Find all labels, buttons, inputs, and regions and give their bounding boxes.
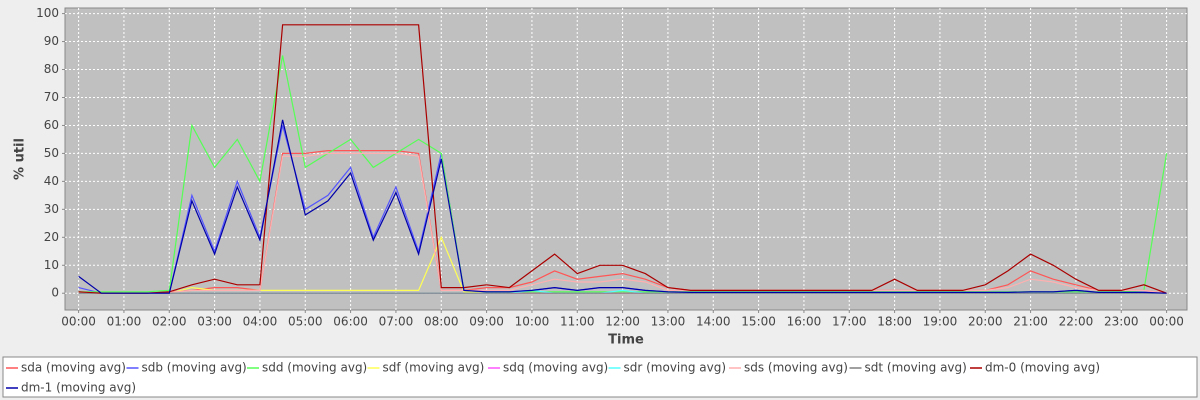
x-tick-label: 16:00 [787,315,822,329]
x-tick-label: 02:00 [152,315,187,329]
x-tick-label: 19:00 [923,315,958,329]
y-axis-label: % util [13,138,28,180]
legend-label: dm-1 (moving avg) [21,381,136,395]
legend [2,356,1198,398]
y-tick-label: 90 [44,34,59,48]
legend-label: sds (moving avg) [744,361,848,375]
series-line [78,24,1167,294]
y-tick-label: 50 [44,146,59,160]
x-tick-label: 17:00 [832,315,867,329]
x-tick-label: 11:00 [560,315,595,329]
y-tick-label: 70 [44,90,59,104]
y-tick-label: 20 [44,230,59,244]
y-tick-label: 30 [44,202,59,216]
legend-label: dm-0 (moving avg) [985,361,1100,375]
legend-label: sdd (moving avg) [262,361,367,375]
y-tick-label: 80 [44,62,59,76]
x-tick-label: 18:00 [877,315,912,329]
series-line [78,152,1167,294]
x-tick-label: 03:00 [197,315,232,329]
legend-label: sdf (moving avg) [383,361,485,375]
x-tick-label: 09:00 [469,315,504,329]
x-tick-label: 14:00 [696,315,731,329]
x-tick-label: 22:00 [1059,315,1094,329]
x-tick-label: 01:00 [107,315,142,329]
plot-area [64,7,1188,311]
x-tick-label: 00:00 [61,315,96,329]
x-tick-label: 04:00 [243,315,278,329]
x-tick-label: 08:00 [424,315,459,329]
y-tick-label: 10 [44,258,59,272]
y-tick-label: 40 [44,174,59,188]
y-tick-label: 0 [51,286,59,300]
x-tick-label: 13:00 [651,315,686,329]
x-tick-label: 10:00 [515,315,550,329]
x-tick-label: 07:00 [379,315,414,329]
x-tick-label: 05:00 [288,315,323,329]
legend-label: sdr (moving avg) [624,361,727,375]
legend-label: sdq (moving avg) [503,361,608,375]
x-tick-label: 06:00 [333,315,368,329]
y-tick-label: 60 [44,118,59,132]
x-tick-label: 23:00 [1104,315,1139,329]
y-tick-label: 100 [36,6,59,20]
x-tick-label: 12:00 [605,315,640,329]
x-axis-label: Time [608,333,644,348]
x-tick-label: 20:00 [968,315,1003,329]
legend-label: sda (moving avg) [21,361,126,375]
legend-label: sdb (moving avg) [142,361,247,375]
legend-label: sdt (moving avg) [865,361,967,375]
x-tick-label: 00:00 [1149,315,1184,329]
series-line [78,119,1167,294]
x-tick-label: 15:00 [741,315,776,329]
x-tick-label: 21:00 [1013,315,1048,329]
